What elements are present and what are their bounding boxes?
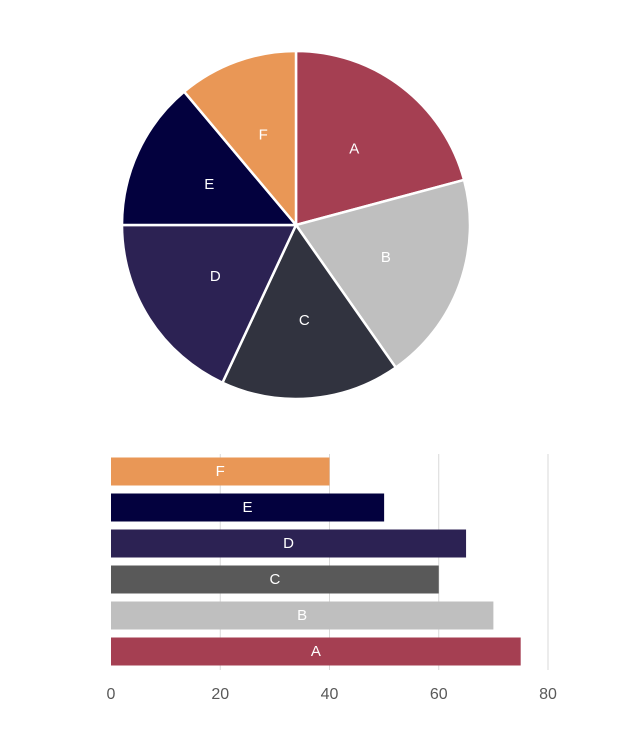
pie-slice-d [120,223,298,385]
bar-label-b: B [297,607,307,624]
bar-f [111,457,330,486]
x-tick-label-0: 0 [107,686,116,703]
x-tick-label-40: 40 [321,686,339,703]
bar-marks: A B C D E F [111,457,521,666]
pie-slice-f [182,49,298,229]
bar-label-a: A [311,643,321,660]
x-axis-tick-labels: 0 20 40 60 80 [107,686,557,703]
x-tick-label-80: 80 [539,686,557,703]
pie-slice-label-b: B [381,249,391,266]
pie-slice-label-a: A [349,141,359,158]
pie-slice-label-d: D [210,268,221,285]
bar-gridlines [219,454,549,670]
pie-slice-c [220,222,398,401]
pie-slice-b [293,178,472,370]
bar-c [111,565,439,594]
bar-e [111,493,385,522]
pie-slice-label-e: E [204,176,214,193]
bar-d [111,529,467,558]
pie-slice-label-f: F [259,127,268,144]
bar-chart: A B C D E F 0 20 40 60 80 [107,454,557,703]
pie-slice-e [120,89,299,227]
pie-slice-label-c: C [299,312,310,329]
bar-label-e: E [243,499,253,516]
bar-label-c: C [269,571,280,588]
bar-label-f: F [216,463,225,480]
x-tick-label-60: 60 [430,686,448,703]
x-tick-label-20: 20 [211,686,229,703]
pie-chart: A B C D E F [120,49,472,401]
bar-b [111,601,494,630]
bar-label-d: D [283,535,294,552]
bar-a [111,637,521,666]
pie-slice-a [294,49,466,227]
